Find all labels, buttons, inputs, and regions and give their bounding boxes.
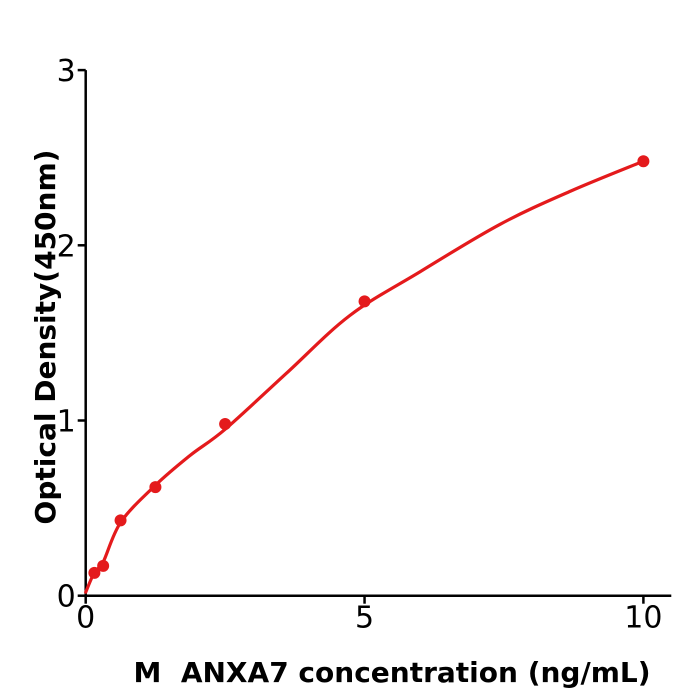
fit-curve <box>84 159 645 594</box>
y-axis-title: Optical Density(450nm) <box>29 150 62 525</box>
data-point <box>97 559 110 572</box>
y-tick-label: 1 <box>57 405 76 440</box>
data-point <box>637 155 650 168</box>
data-point <box>114 514 127 527</box>
x-tick-label: 10 <box>624 601 662 636</box>
data-point <box>219 418 232 431</box>
plot-area: 0 5 10 0 1 2 3 <box>57 54 672 636</box>
data-point <box>88 566 101 579</box>
data-point <box>149 481 162 494</box>
x-tick-label: 0 <box>76 601 95 636</box>
y-tick-label: 0 <box>57 580 76 615</box>
axes-spines <box>84 70 672 597</box>
data-point <box>358 295 371 308</box>
x-tick-label: 5 <box>355 601 374 636</box>
y-tick-label: 2 <box>57 229 76 264</box>
y-tick-label: 3 <box>57 54 76 89</box>
x-axis-title: M ANXA7 concentration (ng/mL) <box>133 656 650 689</box>
